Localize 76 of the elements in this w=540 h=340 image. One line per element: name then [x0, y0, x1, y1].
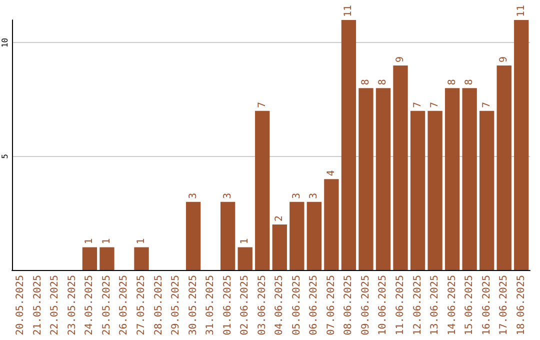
- data-label: 7: [256, 102, 268, 108]
- x-tick-label: 28.05.2025: [153, 275, 164, 336]
- data-label: 2: [274, 216, 286, 222]
- bar: [410, 110, 426, 270]
- bar: [444, 88, 460, 270]
- x-tick-label: 27.05.2025: [136, 275, 147, 336]
- x-tick-label: 17.06.2025: [498, 275, 510, 336]
- bar: [100, 247, 114, 270]
- bar: [462, 88, 477, 270]
- data-label: 8: [464, 79, 476, 86]
- bar: [376, 88, 391, 270]
- y-tick-label: 10: [0, 38, 10, 48]
- x-tick-label: 18.06.2025: [516, 275, 527, 336]
- x-tick-label: 02.06.2025: [240, 275, 251, 336]
- x-tick-label: 15.06.2025: [464, 275, 476, 336]
- bar: [341, 20, 356, 270]
- x-tick-label: 01.06.2025: [222, 275, 234, 336]
- bar: [496, 65, 512, 270]
- x-tick-label: 22.05.2025: [50, 275, 61, 336]
- bar: [186, 202, 201, 270]
- x-tick-label: 21.05.2025: [32, 275, 44, 336]
- x-tick-label: 31.05.2025: [205, 275, 216, 336]
- data-label: 7: [430, 102, 441, 108]
- x-tick-label: 07.06.2025: [326, 275, 337, 336]
- x-tick-label: 29.05.2025: [170, 275, 182, 336]
- bar: [428, 110, 442, 270]
- data-label: 8: [446, 79, 458, 86]
- x-tick-label: 04.06.2025: [274, 275, 286, 336]
- bar: [393, 65, 408, 270]
- data-label: 8: [360, 79, 372, 86]
- bar: [238, 247, 252, 270]
- data-label: 7: [412, 102, 424, 108]
- bar: [272, 224, 287, 270]
- x-tick-label: 08.06.2025: [343, 275, 354, 336]
- bar: [479, 110, 494, 270]
- x-tick-label: 12.06.2025: [412, 275, 424, 336]
- y-tick-label: 5: [0, 154, 10, 159]
- data-label: 3: [188, 192, 199, 199]
- data-label: 1: [240, 238, 251, 244]
- data-label: 9: [498, 56, 510, 62]
- x-tick-label: 14.06.2025: [446, 275, 458, 336]
- x-tick-label: 25.05.2025: [101, 275, 112, 336]
- x-tick-label: 06.06.2025: [308, 275, 320, 336]
- data-label: 1: [84, 238, 96, 244]
- x-tick-label: 30.05.2025: [188, 275, 199, 336]
- data-label: 8: [378, 79, 389, 86]
- x-tick-label: 24.05.2025: [84, 275, 96, 336]
- data-label: 1: [136, 238, 147, 244]
- bar: [358, 88, 374, 270]
- x-tick-label: 11.06.2025: [395, 275, 406, 336]
- bar: [514, 20, 529, 270]
- data-label: 4: [326, 170, 337, 176]
- x-tick-label: 09.06.2025: [360, 275, 372, 336]
- data-label: 7: [481, 102, 492, 108]
- data-label: 3: [308, 192, 320, 199]
- bar: [255, 110, 270, 270]
- data-label: 9: [395, 56, 406, 62]
- x-tick-label: 26.05.2025: [118, 275, 130, 336]
- bar: [306, 202, 322, 270]
- bar: [134, 247, 149, 270]
- data-label: 3: [291, 192, 302, 199]
- data-label: 3: [222, 192, 234, 199]
- bar: [324, 179, 339, 270]
- x-tick-label: 05.06.2025: [291, 275, 302, 336]
- data-label: 11: [516, 4, 527, 17]
- bar: [220, 202, 236, 270]
- x-tick-label: 20.05.2025: [15, 275, 26, 336]
- data-label: 1: [101, 238, 112, 244]
- data-label: 11: [343, 4, 354, 17]
- bar: [290, 202, 304, 270]
- x-tick-label: 13.06.2025: [430, 275, 441, 336]
- bar: [82, 247, 98, 270]
- x-tick-label: 03.06.2025: [256, 275, 268, 336]
- x-tick-label: 10.06.2025: [378, 275, 389, 336]
- x-tick-label: 16.06.2025: [481, 275, 492, 336]
- x-tick-label: 23.05.2025: [66, 275, 78, 336]
